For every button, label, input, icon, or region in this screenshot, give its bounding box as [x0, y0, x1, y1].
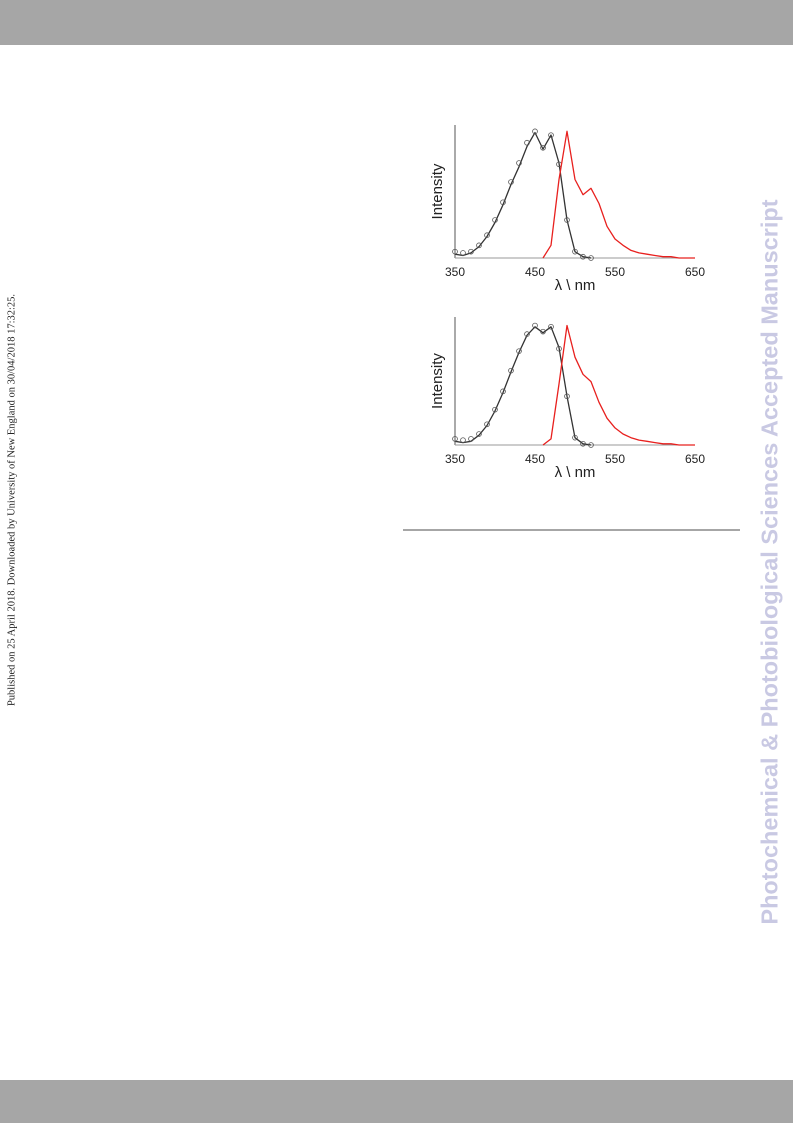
data-point — [532, 128, 538, 135]
data-point — [484, 232, 490, 239]
data-point — [580, 253, 586, 260]
x-tick-label: 550 — [605, 452, 625, 466]
x-axis-label: λ \ nm — [555, 464, 596, 481]
data-point — [532, 322, 538, 329]
data-point — [556, 345, 562, 352]
header-bar — [0, 0, 793, 45]
x-tick-label: 450 — [525, 452, 545, 466]
x-tick-label: 650 — [685, 452, 705, 466]
data-point — [492, 217, 498, 223]
data-line — [454, 326, 592, 446]
data-point — [540, 328, 546, 335]
data-point — [588, 255, 594, 261]
data-point — [524, 331, 530, 337]
data-point — [516, 160, 522, 166]
data-point — [516, 348, 522, 354]
footer-bar — [0, 1080, 793, 1123]
data-point — [484, 421, 490, 428]
data-line — [542, 324, 695, 446]
x-tick-label: 550 — [605, 265, 625, 279]
data-point — [500, 199, 506, 206]
y-axis-label: Intensity — [429, 353, 446, 409]
x-axis-label: λ \ nm — [555, 277, 596, 294]
data-point — [524, 139, 530, 146]
data-point — [452, 436, 458, 442]
data-point — [476, 431, 482, 437]
data-point — [540, 145, 546, 151]
data-point — [580, 440, 586, 447]
data-point — [468, 248, 474, 255]
x-tick-label: 350 — [445, 452, 465, 466]
data-point — [548, 323, 554, 330]
x-tick-label: 350 — [445, 265, 465, 279]
data-point — [452, 248, 458, 255]
data-point — [468, 436, 474, 442]
data-point — [564, 393, 570, 400]
data-point — [460, 437, 466, 443]
data-point — [588, 442, 594, 448]
data-point — [572, 248, 578, 255]
data-point — [460, 250, 466, 256]
x-tick-label: 650 — [685, 265, 705, 279]
data-point — [492, 406, 498, 413]
x-tick-label: 450 — [525, 265, 545, 279]
data-point — [476, 242, 482, 249]
data-point — [508, 179, 514, 185]
y-axis-label: Intensity — [429, 163, 446, 219]
data-point — [572, 434, 578, 441]
data-point — [564, 217, 570, 223]
data-line — [542, 130, 695, 259]
data-point — [500, 388, 506, 395]
data-point — [548, 132, 554, 138]
data-point — [508, 367, 514, 374]
